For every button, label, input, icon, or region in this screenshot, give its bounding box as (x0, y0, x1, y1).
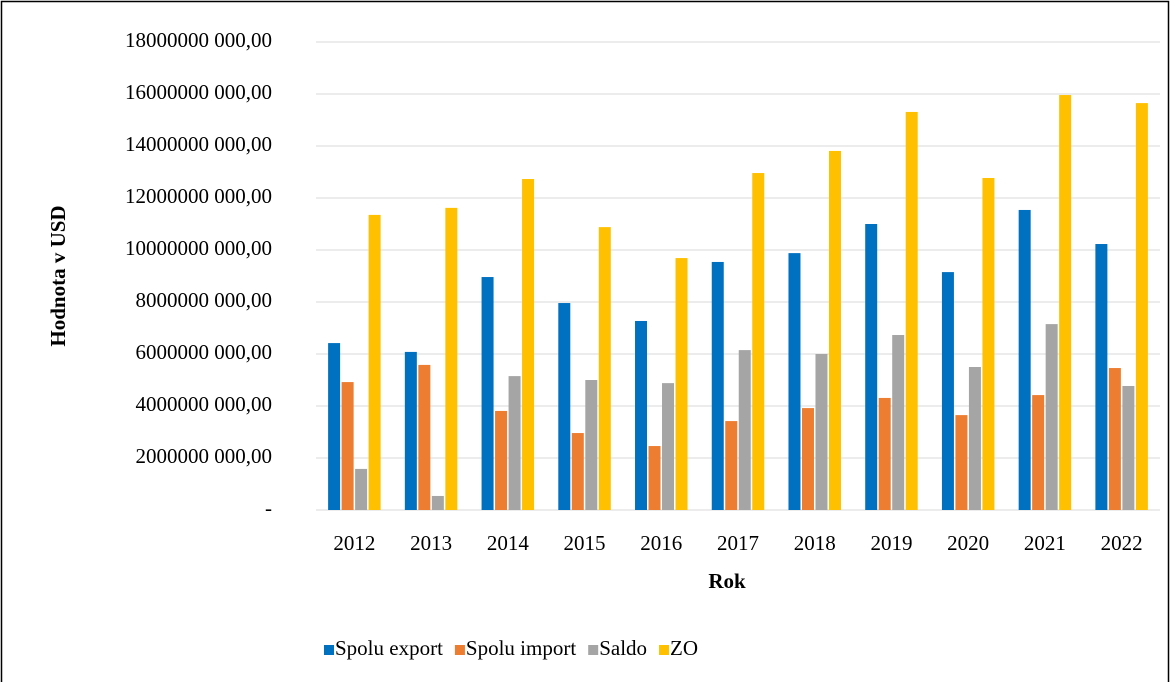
legend-label: ZO (670, 636, 698, 660)
bar (788, 253, 801, 510)
x-tick-label: 2020 (947, 531, 989, 555)
bar (752, 173, 765, 511)
y-tick-label: 16000000 000,00 (125, 80, 272, 104)
bar (404, 351, 417, 510)
bar (418, 364, 431, 510)
y-tick-label: 8000000 000,00 (136, 288, 273, 312)
x-tick-label: 2017 (717, 531, 759, 555)
bar (1108, 368, 1121, 510)
bar (828, 150, 841, 510)
bar (341, 382, 354, 510)
bar (865, 224, 878, 510)
bar (955, 415, 968, 510)
bar (585, 380, 598, 510)
bar (508, 376, 521, 510)
bar (941, 272, 954, 510)
y-tick-label: 6000000 000,00 (136, 340, 273, 364)
x-tick-label: 2012 (333, 531, 375, 555)
y-tick-label: 14000000 000,00 (125, 132, 272, 156)
y-tick-label: 4000000 000,00 (136, 392, 273, 416)
legend-swatch (659, 645, 670, 655)
legend-label: Spolu import (466, 636, 576, 660)
bar (431, 495, 444, 510)
bar (905, 111, 918, 510)
bar (968, 367, 981, 510)
y-tick-label: 12000000 000,00 (125, 184, 272, 208)
y-axis-title: Hodnota v USD (46, 205, 70, 346)
bar (1059, 95, 1072, 510)
legend-swatch (454, 645, 465, 655)
bar (1095, 244, 1108, 510)
bar (522, 179, 535, 510)
x-tick-label: 2021 (1024, 531, 1066, 555)
bar (738, 350, 751, 510)
y-tick-label: 10000000 000,00 (125, 236, 272, 260)
bar (1122, 385, 1135, 510)
bar (725, 421, 738, 510)
bar (635, 320, 648, 510)
bar (1135, 103, 1148, 510)
y-tick-label: 2000000 000,00 (136, 444, 273, 468)
x-tick-label: 2019 (870, 531, 912, 555)
bar (368, 214, 381, 510)
legend-swatch (324, 645, 334, 655)
y-tick-label: 18000000 000,00 (125, 28, 272, 52)
bar (598, 227, 611, 510)
bar (558, 303, 571, 510)
bar (355, 468, 368, 510)
bar (571, 433, 584, 510)
bar (1032, 395, 1045, 510)
bar (815, 354, 828, 510)
legend-swatch (588, 645, 599, 655)
bar (481, 277, 494, 510)
bar (648, 446, 661, 510)
bar (892, 335, 905, 510)
bar (1045, 324, 1058, 510)
bar (662, 383, 675, 510)
y-tick-label: - (265, 496, 272, 520)
x-tick-label: 2022 (1101, 531, 1143, 555)
bar (1018, 209, 1031, 510)
legend-label: Spolu export (335, 636, 443, 660)
x-tick-label: 2018 (794, 531, 836, 555)
legend-label: Saldo (599, 636, 647, 660)
bar (495, 410, 508, 510)
x-tick-label: 2015 (564, 531, 606, 555)
bar (982, 177, 995, 511)
bar (711, 261, 724, 510)
x-axis-title: Rok (708, 569, 746, 593)
x-tick-label: 2013 (410, 531, 452, 555)
bar (445, 207, 458, 510)
bar (801, 408, 814, 510)
x-tick-label: 2014 (487, 531, 530, 555)
bar (328, 343, 341, 510)
bar (878, 397, 891, 510)
x-tick-label: 2016 (640, 531, 682, 555)
bar (675, 258, 688, 510)
